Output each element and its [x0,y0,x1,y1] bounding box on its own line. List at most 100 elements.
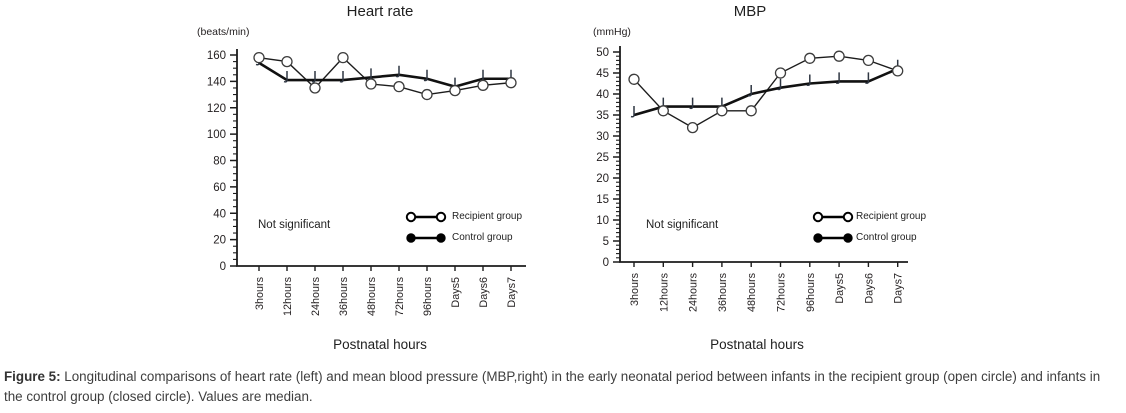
recipient-marker-open-circle [657,105,669,117]
y-tick-label: 20 [596,173,609,185]
recipient-marker-open-circle [774,67,787,79]
x-tick-label: 24hours [688,272,700,312]
legend-closed-circle-icon [436,233,446,243]
recipient-marker-open-circle [833,50,845,62]
recipient-marker-open-circle [421,88,433,101]
recipient-series-line [258,56,512,96]
x-tick-label: Days7 [506,277,518,308]
x-tick-label: 48hours [746,272,758,312]
recipient-marker-open-circle [477,79,489,91]
control-marker-tick [283,71,288,83]
legend-closed-circle-icon [406,233,416,243]
figure-caption-label: Figure 5: [4,369,61,384]
recipient-marker-open-circle [716,105,728,117]
y-tick-label: 20 [213,235,226,247]
control-marker-tick [311,71,316,83]
y-tick-label: 15 [596,194,609,206]
control-marker-tick [630,106,635,118]
recipient-marker-open-circle [449,84,461,97]
recipient-marker-open-circle [253,51,265,64]
x-tick-label: 72hours [776,272,788,312]
y-tick-label: 0 [603,257,609,269]
control-marker-tick [747,85,752,97]
control-marker-tick [395,65,400,78]
legend-open-circle-icon [812,211,824,223]
y-tick-label: 25 [596,152,609,164]
control-series-line [633,67,899,117]
recipient-marker-open-circle [628,73,640,85]
recipient-marker-open-circle [892,65,904,77]
y-tick-label: 40 [213,208,226,220]
y-tick-label: 100 [207,129,226,141]
heart-rate-legend-recipient-label: Recipient group [452,211,523,222]
y-tick-label: 140 [207,76,226,88]
y-tick-label: 45 [596,68,609,80]
figure-caption-text: Longitudinal comparisons of heart rate (… [4,369,1101,404]
y-tick-label: 120 [207,103,226,115]
x-tick-label: 3hours [629,272,641,306]
heart-rate-annotation: Not significant [258,219,331,231]
x-tick-label: Days6 [478,277,490,308]
x-tick-label: 36hours [338,276,350,316]
control-series-line [258,61,511,89]
heart-rate-chart: 0 20 40 60 80 100 120 140 160 3hours 12hours 24hour… [207,49,526,316]
x-tick-label: 48hours [366,276,378,316]
recipient-marker-open-circle [505,77,517,89]
x-tick-label: Days7 [893,273,905,304]
x-tick-label: 12hours [658,272,670,312]
heart-rate-y-unit-label: (beats/min) [197,26,250,38]
heart-rate-chart-title: Heart rate [346,3,414,20]
y-tick-label: 40 [596,89,609,101]
control-marker-tick [835,72,840,84]
y-tick-label: 60 [213,182,226,194]
y-tick-label: 50 [596,47,609,59]
recipient-marker-open-circle [804,52,816,64]
charts-svg: 0 20 40 60 80 100 120 140 160 3hours 12hours 24hour… [207,46,908,316]
x-tick-label: 96hours [805,272,817,312]
mbp-legend-control-label: Control group [856,232,917,243]
control-marker-tick [689,97,694,110]
recipient-marker-open-circle [686,121,699,134]
recipient-marker-open-circle [281,55,293,68]
x-tick-label: 12hours [282,276,294,316]
y-tick-label: 80 [213,156,226,168]
mbp-annotation: Not significant [646,219,719,231]
mbp-legend-recipient-label: Recipient group [856,211,927,222]
x-tick-label: 72hours [394,276,406,316]
x-tick-label: 24hours [310,276,322,316]
mbp-x-axis-title: Postnatal hours [710,337,804,352]
x-tick-label: Days5 [450,277,462,308]
legend-open-circle-icon [842,211,854,223]
mbp-y-unit-label: (mmHg) [593,26,631,38]
x-tick-label: 96hours [422,276,434,316]
heart-rate-x-axis-title: Postnatal hours [333,337,427,352]
mbp-chart-title: MBP [733,3,767,20]
control-marker-tick [777,78,782,91]
legend-open-circle-icon [435,211,447,223]
x-tick-label: Days6 [863,273,875,304]
recipient-marker-open-circle [337,51,349,64]
y-tick-label: 5 [603,236,609,248]
legend-open-circle-icon [405,211,417,223]
figure-caption: Figure 5: Longitudinal comparisons of he… [4,367,1121,406]
x-tick-label: Days5 [834,273,846,304]
recipient-marker-open-circle [393,81,405,93]
x-tick-label: 3hours [254,276,266,310]
y-tick-label: 160 [207,50,226,62]
legend-closed-circle-icon [813,233,823,243]
recipient-marker-open-circle [862,54,875,67]
legend-closed-circle-icon [843,233,853,243]
recipient-marker-open-circle [365,78,377,90]
control-marker-tick [339,71,344,83]
control-marker-tick [806,74,811,87]
heart-rate-legend-control-label: Control group [452,232,513,243]
recipient-marker-open-circle [309,82,321,94]
x-tick-label: 36hours [717,272,729,312]
y-tick-label: 35 [596,110,609,122]
control-marker-tick [423,69,428,82]
recipient-marker-open-circle [745,105,757,117]
y-tick-label: 30 [596,131,609,143]
control-marker-tick [865,72,870,84]
y-tick-label: 10 [596,215,609,227]
